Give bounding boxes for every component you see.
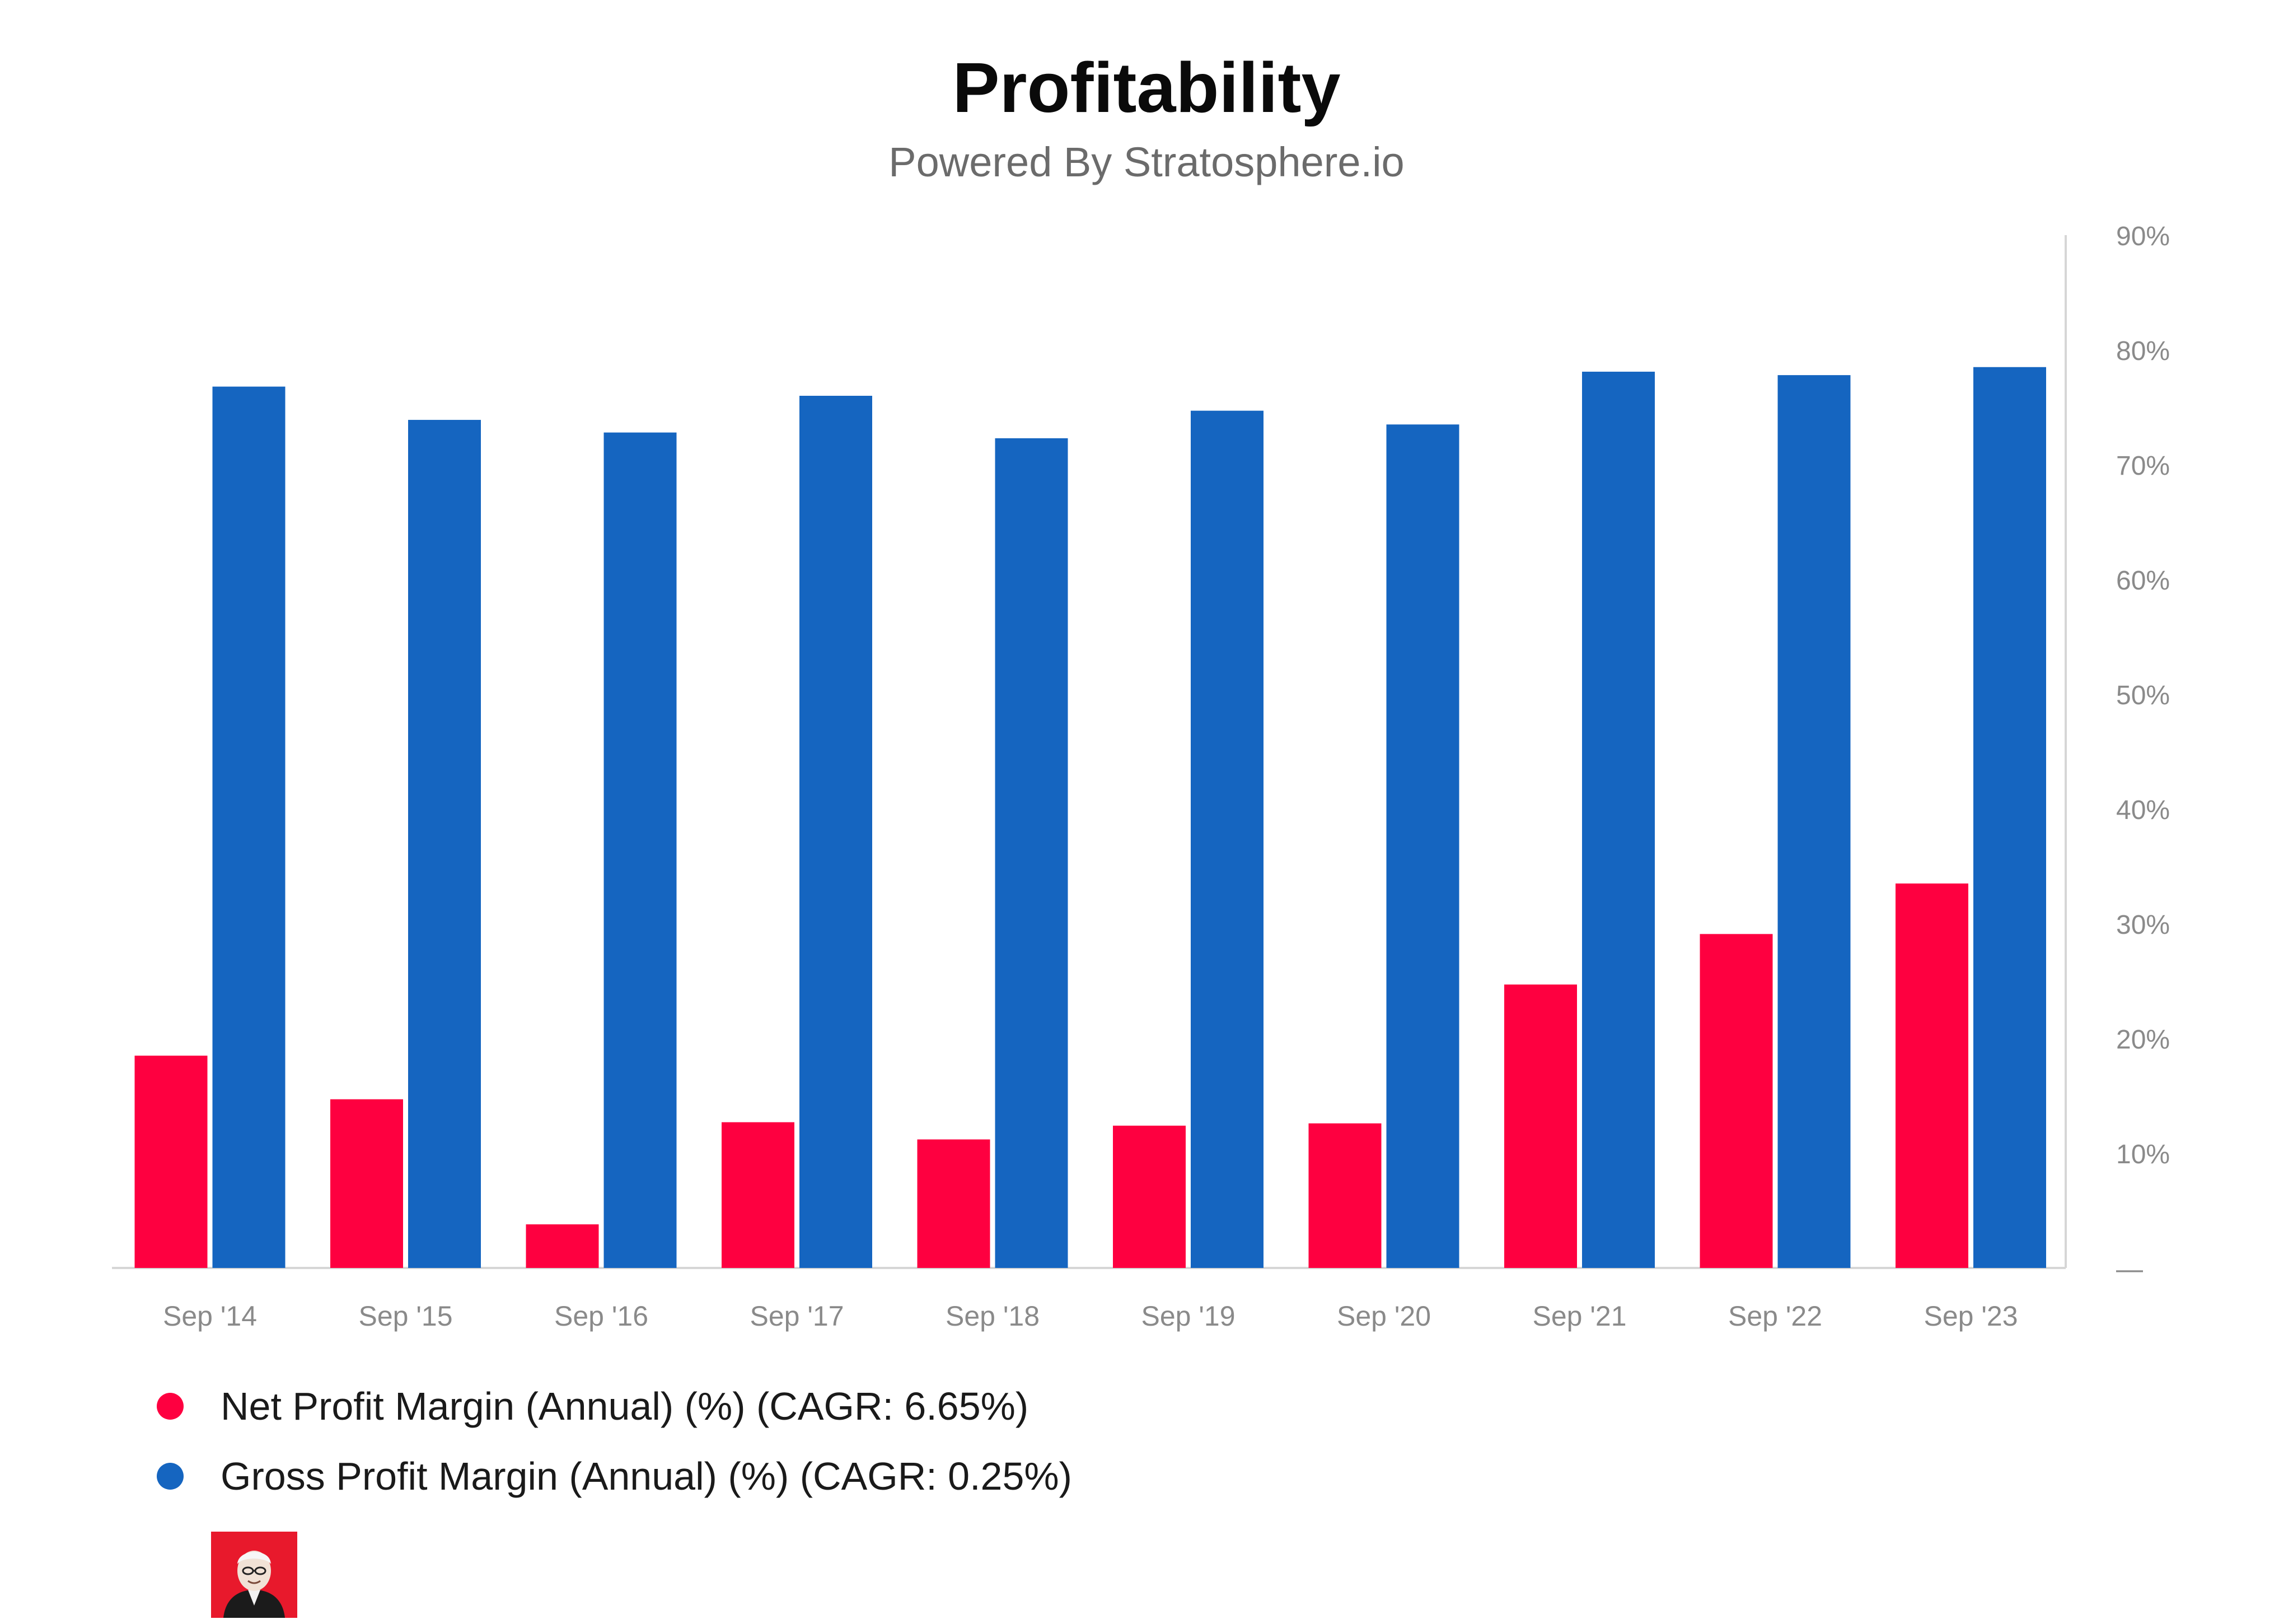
bar-net-profit-margin[interactable] bbox=[1896, 883, 1968, 1268]
y-tick-label: 20% bbox=[2116, 1025, 2170, 1055]
y-tick-label: 80% bbox=[2116, 336, 2170, 366]
y-tick-label: 50% bbox=[2116, 681, 2170, 710]
bar-gross-profit-margin[interactable] bbox=[1973, 367, 2046, 1268]
x-tick-label: Sep '19 bbox=[1141, 1300, 1235, 1332]
y-tick-label: 70% bbox=[2116, 451, 2170, 481]
bar-gross-profit-margin[interactable] bbox=[212, 386, 286, 1268]
legend-label-gross-profit-margin: Gross Profit Margin (Annual) (%) (CAGR: … bbox=[221, 1454, 1072, 1498]
bar-net-profit-margin[interactable] bbox=[1113, 1125, 1186, 1268]
bar-net-profit-margin[interactable] bbox=[526, 1224, 599, 1268]
bar-net-profit-margin[interactable] bbox=[1504, 984, 1577, 1268]
bar-gross-profit-margin[interactable] bbox=[799, 396, 872, 1268]
legend-label-net-profit-margin: Net Profit Margin (Annual) (%) (CAGR: 6.… bbox=[221, 1384, 1029, 1428]
y-tick-label: 40% bbox=[2116, 795, 2170, 825]
x-tick-label: Sep '18 bbox=[946, 1300, 1040, 1332]
x-tick-label: Sep '22 bbox=[1728, 1300, 1822, 1332]
bar-chart: — 10% 20% 30% 40% 50% 60% 70% 80% 90% Sep '14 Sep '… bbox=[112, 222, 2170, 1332]
bar-net-profit-margin[interactable] bbox=[1700, 934, 1773, 1268]
bar-net-profit-margin[interactable] bbox=[330, 1099, 403, 1268]
chart-subtitle: Powered By Stratosphere.io bbox=[888, 139, 1405, 185]
x-tick-label: Sep '15 bbox=[358, 1300, 452, 1332]
bar-net-profit-margin[interactable] bbox=[917, 1139, 990, 1268]
bar-gross-profit-margin[interactable] bbox=[1582, 371, 1655, 1269]
bar-net-profit-margin[interactable] bbox=[722, 1122, 794, 1268]
legend-marker-net-profit-margin bbox=[157, 1393, 184, 1420]
x-tick-label: Sep '14 bbox=[163, 1300, 257, 1332]
bar-gross-profit-margin[interactable] bbox=[995, 438, 1068, 1268]
bar-gross-profit-margin[interactable] bbox=[603, 432, 677, 1268]
bar-net-profit-margin[interactable] bbox=[134, 1055, 208, 1268]
y-tick-label: 60% bbox=[2116, 566, 2170, 596]
x-tick-label: Sep '23 bbox=[1924, 1300, 2018, 1332]
x-tick-label: Sep '16 bbox=[554, 1300, 648, 1332]
y-tick-label: 10% bbox=[2116, 1140, 2170, 1169]
chart-title: Profitability bbox=[952, 48, 1341, 127]
x-tick-label: Sep '17 bbox=[750, 1300, 844, 1332]
bar-gross-profit-margin[interactable] bbox=[1386, 424, 1459, 1268]
investor-portrait-icon bbox=[211, 1532, 297, 1618]
y-tick-label: 30% bbox=[2116, 910, 2170, 940]
legend-marker-gross-profit-margin bbox=[157, 1463, 184, 1490]
bar-gross-profit-margin[interactable] bbox=[1777, 375, 1851, 1268]
bar-net-profit-margin[interactable] bbox=[1308, 1123, 1382, 1268]
bar-gross-profit-margin[interactable] bbox=[408, 420, 481, 1268]
bar-gross-profit-margin[interactable] bbox=[1191, 410, 1264, 1268]
x-tick-label: Sep '21 bbox=[1532, 1300, 1626, 1332]
y-tick-label: — bbox=[2116, 1255, 2143, 1284]
y-tick-label: 90% bbox=[2116, 222, 2170, 251]
x-tick-label: Sep '20 bbox=[1337, 1300, 1431, 1332]
